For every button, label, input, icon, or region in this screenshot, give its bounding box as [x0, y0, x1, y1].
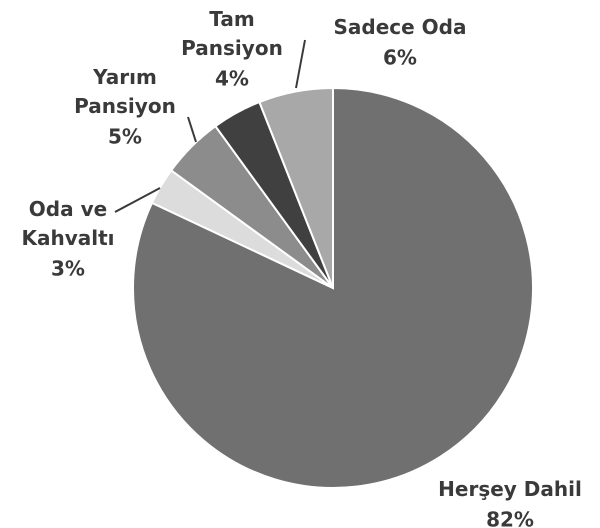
- label-line: Pansiyon: [74, 94, 176, 118]
- slice-label: Herşey Dahil: [438, 477, 582, 501]
- slice-label: Tam Pansiyon: [181, 7, 283, 60]
- value-label: 5%: [108, 125, 142, 149]
- slice-label: Yarım Pansiyon: [74, 65, 176, 118]
- label-line: Sadece Oda: [334, 15, 467, 39]
- slice-label: Sadece Oda: [334, 15, 467, 39]
- pie-slice: [258, 86, 334, 289]
- leader-line: [114, 187, 161, 213]
- leader-line: [295, 39, 306, 89]
- value-label: 6%: [383, 46, 417, 70]
- label-line: Oda ve: [29, 197, 107, 221]
- value-label: 4%: [215, 67, 249, 91]
- label-line: Tam: [209, 7, 254, 31]
- leader-line: [187, 116, 197, 143]
- value-label: 3%: [51, 257, 85, 281]
- label-line: Pansiyon: [181, 36, 283, 60]
- label-line: Kahvaltı: [21, 226, 114, 250]
- label-line: Herşey Dahil: [438, 477, 582, 501]
- label-line: Yarım: [92, 65, 157, 89]
- slice-label: Oda ve Kahvaltı: [21, 197, 114, 250]
- value-label: 82%: [486, 508, 534, 528]
